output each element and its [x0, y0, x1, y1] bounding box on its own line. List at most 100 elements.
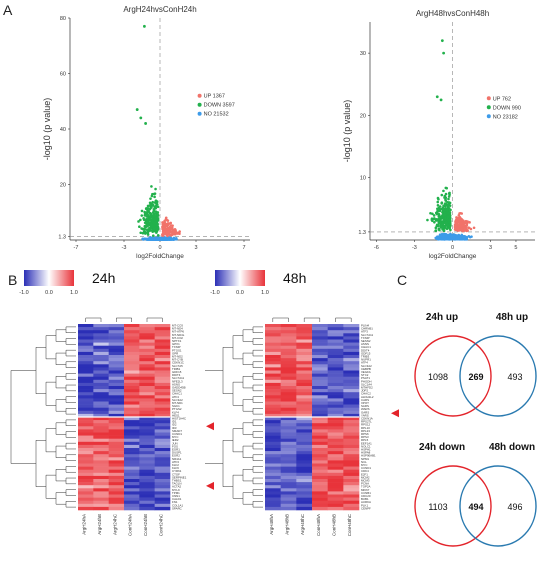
down-point: [151, 200, 155, 204]
heatmap-cell: [124, 364, 140, 368]
heatmap-cell: [343, 407, 360, 412]
heatmap-cell: [280, 386, 297, 390]
heatmap-cell: [78, 386, 94, 390]
heatmap-cell: [280, 410, 297, 415]
heatmap-cell: [78, 395, 94, 399]
heatmap-cell: [327, 367, 344, 371]
row-label: TRIB1: [172, 367, 181, 371]
heatmap-cell: [124, 441, 140, 446]
heatmap-cell: [154, 457, 171, 461]
venn-right-only-count: 493: [507, 372, 522, 382]
heatmap-cell: [78, 379, 94, 384]
heatmap-cell: [327, 469, 344, 474]
row-dendrogram: [45, 428, 56, 453]
row-label: ID2: [172, 423, 177, 427]
heatmap-cell: [312, 457, 328, 461]
heatmap-cell: [154, 454, 171, 458]
heatmap-cell: [154, 348, 171, 353]
heatmap-cell: [312, 361, 328, 365]
venn-right-title: 48h down: [489, 442, 535, 453]
heatmap-cell: [124, 392, 140, 396]
heatmap-cell: [327, 404, 344, 408]
down-point: [445, 222, 449, 226]
heatmap-cell: [139, 432, 155, 436]
heatmap-cell: [139, 410, 155, 415]
row-dendrogram: [65, 477, 76, 485]
row-dendrogram: [65, 466, 76, 473]
heatmap-cell: [312, 376, 328, 381]
up-point: [462, 219, 465, 223]
heatmap-cell: [280, 432, 297, 436]
heatmap-cell: [154, 373, 171, 377]
heatmap-cell: [139, 382, 155, 387]
venn-right-circle: [459, 335, 537, 417]
heatmap-cell: [265, 497, 281, 501]
heatmap-cell: [108, 395, 125, 399]
up-point: [458, 212, 461, 215]
row-dendrogram: [232, 381, 243, 406]
down-point: [434, 229, 437, 233]
heatmap-cell: [78, 485, 94, 489]
heatmap-cell: [343, 426, 360, 430]
heatmap-cell: [312, 488, 328, 492]
row-label: VEGFA: [361, 370, 371, 374]
heatmap-cell: [93, 324, 109, 328]
down-point: [142, 217, 145, 220]
heatmap-cell: [280, 463, 297, 467]
heatmap-cell: [78, 348, 94, 353]
heatmap-cell: [312, 482, 328, 486]
heatmap-cell: [265, 438, 281, 443]
red-arrow-marker: [206, 481, 214, 490]
heatmap-cell: [78, 441, 94, 446]
heatmap-cell: [265, 460, 281, 464]
heatmap-cell: [327, 466, 344, 470]
heatmap-cell: [312, 463, 328, 467]
heatmap-cell: [343, 355, 360, 359]
heatmap-cell: [93, 429, 109, 433]
down-outlier-point: [139, 116, 143, 120]
row-label: MT-CO2: [172, 336, 183, 340]
heatmap-cell: [296, 479, 313, 483]
heatmap-cell: [93, 330, 109, 334]
heatmap-cell: [124, 488, 140, 492]
down-point: [443, 213, 447, 217]
heatmap-cell: [124, 497, 140, 501]
heatmap-cell: [154, 361, 171, 365]
heatmap-cell: [327, 339, 344, 343]
heatmap-cell: [343, 435, 360, 439]
heatmap-cell: [327, 324, 344, 328]
heatmap-cell: [124, 435, 140, 439]
heatmap-cell: [139, 444, 155, 449]
heatmap-cell: [296, 435, 313, 439]
heatmap-cell: [78, 361, 94, 365]
down-point: [436, 196, 440, 200]
heatmap-cell: [280, 466, 297, 470]
heatmap-cell: [327, 488, 344, 492]
row-dendrogram: [242, 376, 253, 389]
down-point: [152, 212, 156, 215]
heatmap-cell: [124, 358, 140, 362]
heatmap-cell: [327, 500, 344, 505]
down-point: [149, 197, 152, 200]
heatmap-cell: [343, 351, 360, 356]
down-point: [156, 205, 160, 209]
heatmap-cell: [280, 404, 297, 408]
row-dendrogram-root: [197, 370, 223, 464]
heatmap-cell: [154, 426, 171, 430]
heatmap-cell: [93, 407, 109, 412]
row-label: BUB1: [361, 497, 369, 501]
heatmap-cell: [327, 386, 344, 390]
heatmap-cell: [265, 386, 281, 390]
heatmap-cell: [280, 401, 297, 405]
row-label: SLC1A4: [361, 382, 372, 386]
row-dendrogram: [252, 373, 263, 380]
heatmap-cell: [296, 410, 313, 415]
heatmap-cell: [312, 379, 328, 384]
column-label: ConH24hB: [143, 514, 148, 536]
heatmap-cell: [154, 382, 171, 387]
heatmap-cell: [280, 364, 297, 368]
row-label: DDIT4: [361, 348, 370, 352]
y-tick-label: 20: [60, 183, 66, 189]
heatmap-cell: [124, 454, 140, 458]
heatmap-cell: [108, 432, 125, 436]
